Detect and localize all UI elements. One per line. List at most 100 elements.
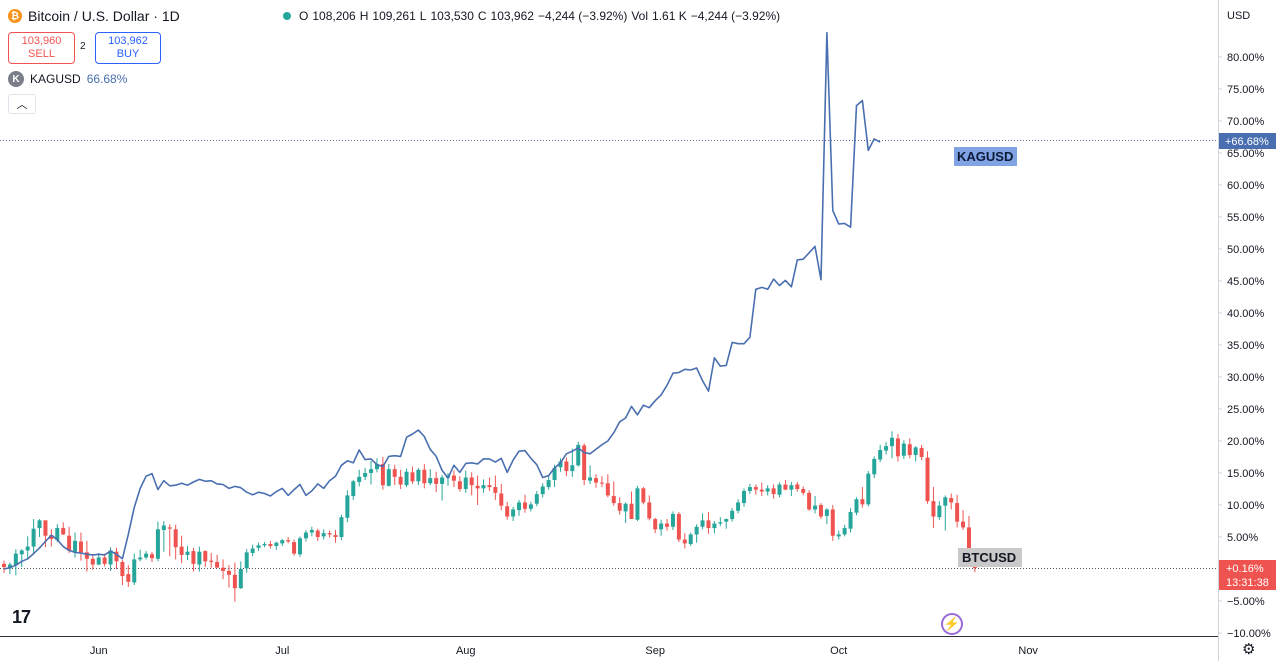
- candle-body[interactable]: [517, 502, 522, 511]
- candle-body[interactable]: [688, 534, 693, 545]
- candle-body[interactable]: [670, 513, 675, 527]
- candle-body[interactable]: [268, 544, 273, 546]
- candle-body[interactable]: [576, 444, 581, 466]
- candle-body[interactable]: [582, 445, 587, 481]
- candle-body[interactable]: [801, 489, 806, 493]
- candle-body[interactable]: [292, 542, 297, 554]
- candle-body[interactable]: [872, 458, 877, 475]
- candle-body[interactable]: [167, 527, 172, 529]
- candle-body[interactable]: [404, 471, 409, 486]
- candle-body[interactable]: [836, 534, 841, 537]
- candle-body[interactable]: [144, 553, 149, 558]
- candle-body[interactable]: [173, 529, 178, 548]
- candle-body[interactable]: [238, 569, 243, 589]
- candle-body[interactable]: [203, 551, 208, 562]
- candle-body[interactable]: [357, 476, 362, 482]
- candle-body[interactable]: [599, 482, 604, 484]
- candle-body[interactable]: [919, 448, 924, 457]
- candle-body[interactable]: [659, 523, 664, 530]
- candle-body[interactable]: [913, 447, 918, 456]
- candle-body[interactable]: [303, 532, 308, 539]
- candle-body[interactable]: [226, 570, 231, 575]
- candle-body[interactable]: [244, 552, 249, 569]
- candle-body[interactable]: [718, 522, 723, 524]
- candle-body[interactable]: [611, 496, 616, 504]
- candle-body[interactable]: [250, 548, 255, 553]
- candle-body[interactable]: [499, 493, 504, 506]
- candle-body[interactable]: [771, 488, 776, 495]
- candle-body[interactable]: [487, 485, 492, 488]
- candle-body[interactable]: [925, 457, 930, 502]
- candle-body[interactable]: [120, 561, 125, 577]
- candle-body[interactable]: [37, 520, 42, 529]
- candle-body[interactable]: [665, 523, 670, 527]
- candle-body[interactable]: [730, 510, 735, 520]
- candle-body[interactable]: [540, 486, 545, 495]
- candle-body[interactable]: [410, 472, 415, 482]
- candle-body[interactable]: [469, 477, 474, 486]
- candle-body[interactable]: [422, 469, 427, 484]
- candle-body[interactable]: [552, 467, 557, 481]
- candle-body[interactable]: [19, 550, 24, 555]
- candle-body[interactable]: [955, 503, 960, 522]
- candle-body[interactable]: [848, 512, 853, 529]
- candle-body[interactable]: [161, 525, 166, 530]
- candle-body[interactable]: [262, 544, 267, 546]
- candle-body[interactable]: [818, 505, 823, 517]
- candle-body[interactable]: [339, 517, 344, 537]
- candle-body[interactable]: [13, 553, 18, 566]
- candle-body[interactable]: [428, 478, 433, 484]
- candle-body[interactable]: [321, 533, 326, 537]
- candle-body[interactable]: [392, 469, 397, 477]
- candle-body[interactable]: [901, 443, 906, 456]
- compare-symbol-legend[interactable]: K KAGUSD 66.68%: [8, 71, 127, 87]
- candle-body[interactable]: [434, 478, 439, 484]
- candle-body[interactable]: [475, 485, 480, 489]
- candle-body[interactable]: [907, 444, 912, 456]
- candle-body[interactable]: [185, 551, 190, 555]
- symbol-title[interactable]: Bitcoin / U.S. Dollar · 1D: [28, 8, 180, 24]
- candle-body[interactable]: [605, 483, 610, 496]
- candle-body[interactable]: [315, 530, 320, 537]
- candle-body[interactable]: [676, 513, 681, 540]
- currency-button[interactable]: USD: [1227, 10, 1251, 22]
- candle-body[interactable]: [647, 502, 652, 519]
- candle-body[interactable]: [221, 567, 226, 571]
- candle-body[interactable]: [635, 488, 640, 520]
- sell-button[interactable]: 103,960 SELL: [8, 32, 75, 64]
- candle-body[interactable]: [736, 502, 741, 511]
- candle-body[interactable]: [807, 492, 812, 510]
- candle-body[interactable]: [345, 495, 350, 518]
- candle-body[interactable]: [712, 523, 717, 529]
- candle-body[interactable]: [528, 504, 533, 509]
- candle-body[interactable]: [31, 528, 36, 547]
- candle-body[interactable]: [150, 554, 154, 559]
- candle-body[interactable]: [73, 540, 78, 552]
- candle-body[interactable]: [61, 528, 66, 535]
- candle-body[interactable]: [742, 490, 746, 504]
- candle-body[interactable]: [481, 485, 486, 489]
- candle-body[interactable]: [108, 550, 113, 565]
- gear-icon[interactable]: ⚙: [1242, 641, 1256, 658]
- candle-body[interactable]: [232, 574, 237, 589]
- kagusd-series-line[interactable]: [3, 31, 881, 570]
- candle-body[interactable]: [546, 480, 551, 488]
- buy-button[interactable]: 103,962 BUY: [95, 32, 161, 64]
- candle-body[interactable]: [457, 481, 462, 489]
- candle-body[interactable]: [623, 503, 628, 512]
- candle-body[interactable]: [67, 535, 72, 551]
- candle-body[interactable]: [155, 529, 160, 559]
- candle-body[interactable]: [333, 535, 338, 537]
- candle-body[interactable]: [617, 503, 622, 511]
- tradingview-logo-icon[interactable]: 17: [12, 607, 31, 627]
- candle-body[interactable]: [374, 464, 379, 470]
- candle-body[interactable]: [286, 540, 291, 542]
- candle-body[interactable]: [854, 499, 859, 513]
- candle-body[interactable]: [824, 509, 829, 516]
- candle-body[interactable]: [102, 557, 107, 564]
- candle-body[interactable]: [777, 484, 782, 495]
- candle-body[interactable]: [594, 478, 598, 483]
- candle-body[interactable]: [274, 542, 279, 546]
- candle-body[interactable]: [682, 539, 687, 544]
